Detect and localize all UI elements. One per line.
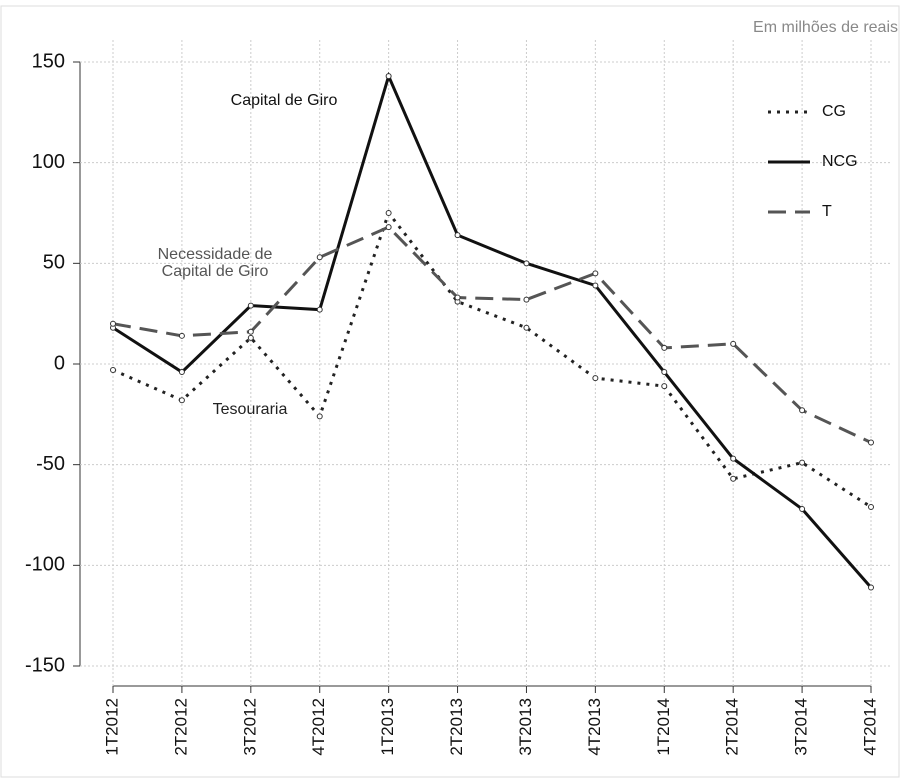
point: [661, 383, 668, 390]
y-tick-label: -100: [25, 554, 65, 576]
annotation: Tesouraria: [213, 401, 288, 418]
x-tick-label: 2T2012: [171, 698, 190, 756]
point: [868, 503, 874, 510]
point: [247, 334, 254, 341]
x-tick-label: 2T2014: [723, 698, 742, 756]
point: [592, 282, 599, 289]
point: [868, 584, 874, 591]
point: [385, 210, 392, 216]
x-tick-label: 2T2013: [447, 698, 466, 756]
point: [523, 260, 530, 267]
x-tick-label: 1T2014: [654, 698, 673, 756]
annotation: Necessidade de: [158, 246, 273, 263]
point: [730, 340, 737, 347]
point: [178, 397, 185, 404]
x-tick-label: 1T2013: [378, 698, 397, 756]
point: [661, 344, 668, 351]
point: [316, 254, 323, 261]
point: [454, 232, 461, 239]
y-tick-label: -50: [36, 453, 65, 475]
legend-label: CG: [822, 103, 846, 120]
point: [592, 375, 599, 382]
point: [178, 369, 185, 376]
x-tick-label: 4T2012: [309, 698, 328, 756]
series-line: [112, 71, 873, 589]
point: [178, 332, 185, 339]
point: [110, 320, 116, 327]
y-tick-label: 100: [32, 151, 65, 173]
point: [523, 296, 530, 303]
point: [316, 306, 323, 313]
subtitle: Em milhões de reais: [753, 19, 898, 36]
point: [385, 224, 392, 231]
legend-label: NCG: [822, 153, 858, 170]
y-tick-label: 0: [54, 352, 65, 374]
x-tick-label: 4T2013: [585, 698, 604, 756]
y-tick-label: 150: [32, 50, 65, 72]
point: [799, 505, 806, 512]
series-line: [112, 209, 872, 509]
frame: [0, 5, 900, 778]
point: [799, 459, 806, 466]
point: [454, 294, 461, 301]
x-tick-label: 3T2013: [516, 698, 535, 756]
x-tick-label: 3T2012: [240, 698, 259, 756]
point: [247, 302, 254, 309]
point: [523, 324, 530, 331]
point: [868, 439, 874, 446]
annotation: Capital de Giro: [162, 263, 269, 280]
point: [316, 413, 323, 420]
point: [110, 367, 116, 374]
point: [799, 407, 806, 414]
point: [730, 455, 737, 462]
x-tick-label: 4T2014: [860, 698, 879, 756]
legend-label: T: [822, 203, 832, 220]
x-tick-label: 1T2012: [102, 698, 121, 756]
x-tick-label: 3T2014: [792, 698, 811, 756]
point: [592, 270, 599, 277]
series-line: [112, 225, 872, 444]
y-tick-label: -150: [25, 654, 65, 676]
point: [247, 328, 254, 335]
point: [730, 475, 737, 482]
point: [661, 369, 668, 376]
annotation: Capital de Giro: [231, 92, 338, 109]
y-tick-label: 50: [43, 252, 65, 274]
point: [385, 73, 392, 80]
